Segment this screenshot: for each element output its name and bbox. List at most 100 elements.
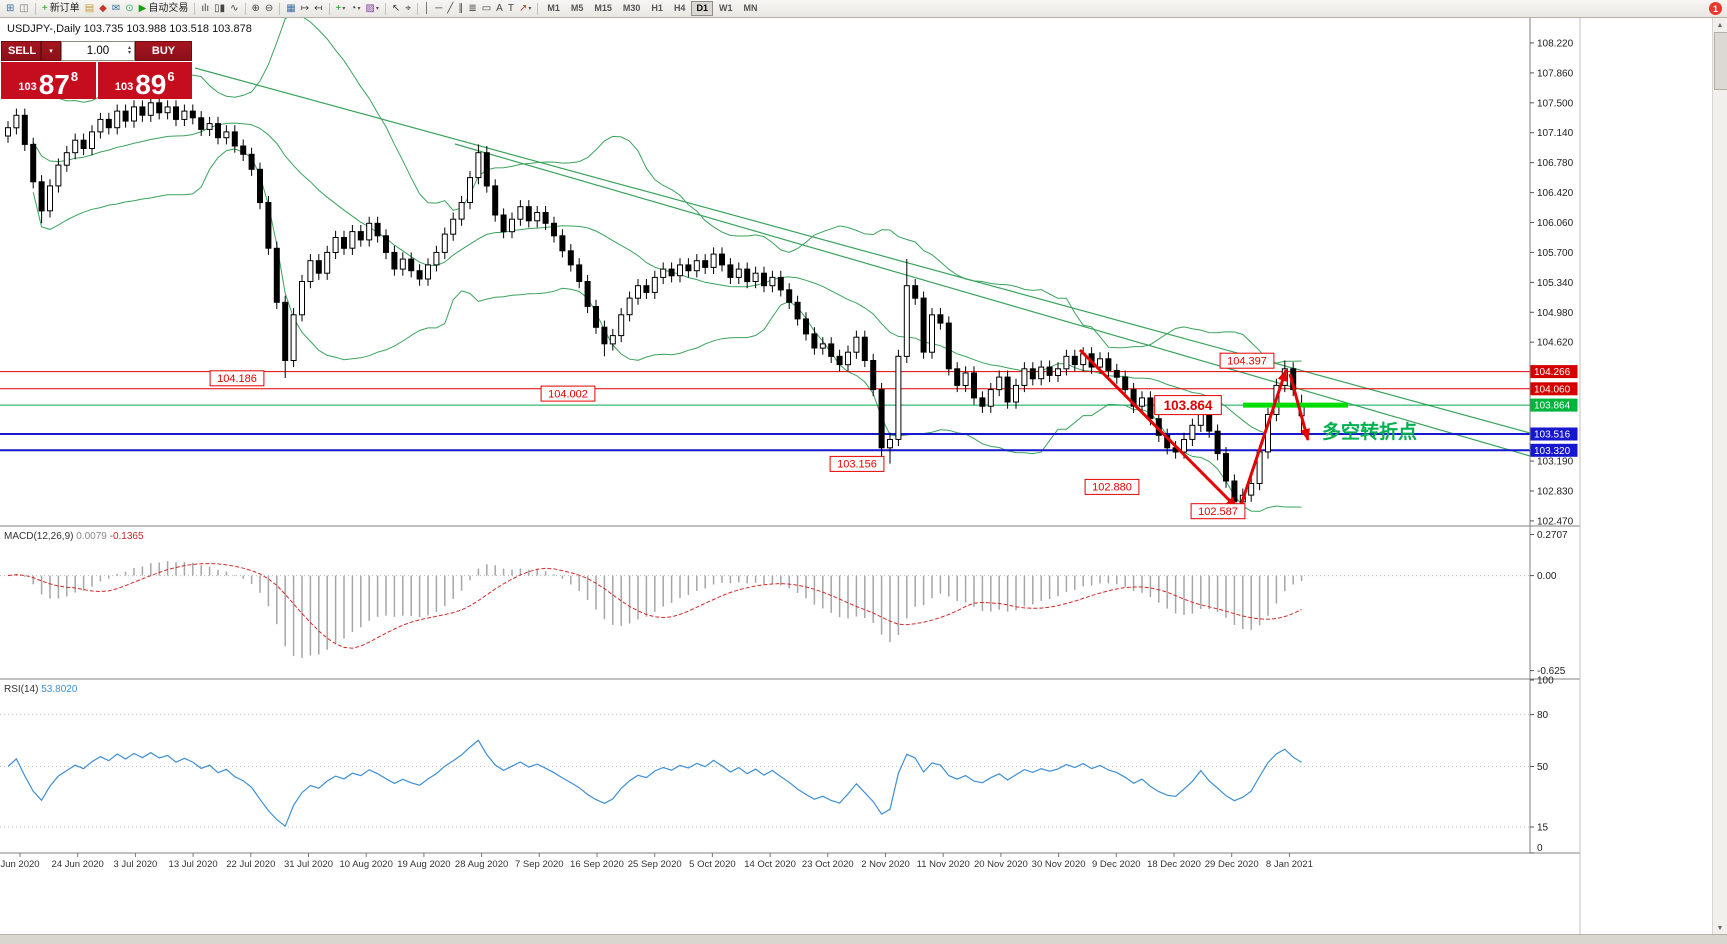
crosshair-button[interactable]: ⌖ [403,1,413,16]
mailbox-button[interactable]: ✉ [110,1,122,16]
scrollbar-thumb[interactable] [1714,32,1727,90]
equidistant-channel-button[interactable]: ∥ [456,1,465,16]
volume-increase-button[interactable]: ▴ [127,45,131,51]
trendlines[interactable] [194,67,1531,457]
templates-icon: ▨ [365,2,375,14]
rsi-panel: RSI(14) 53.8020 100 80 50 15 0 [0,676,1554,854]
volume-decrease-button[interactable]: ▾ [127,50,131,56]
line-chart-button[interactable]: ∿ [228,1,240,16]
trend-arrows[interactable] [1078,348,1310,510]
new-chart-icon: ⊞ [6,2,15,14]
templates-button[interactable]: ▨ ▾ [363,1,380,16]
profiles-button[interactable]: ◫ [17,1,30,16]
text-button[interactable]: A [494,1,505,16]
svg-text:50: 50 [1537,762,1549,773]
buy-button[interactable]: BUY [135,41,192,61]
svg-text:3 Jul 2020: 3 Jul 2020 [113,859,157,870]
toolbar-separator [537,2,539,15]
text-label-icon: T [507,2,514,14]
vertical-scrollbar[interactable]: ▲ ▼ [1712,18,1727,935]
timeframe-h1-button[interactable]: H1 [646,1,668,16]
svg-text:13 Jul 2020: 13 Jul 2020 [169,859,218,870]
new-order-label: 新订单 [49,2,80,14]
sell-button[interactable]: SELL [1,41,41,61]
toolbar-separator [384,2,386,15]
new-chart-button[interactable]: ⊞ [4,1,16,16]
fibonacci-button[interactable]: ≣ [466,1,478,16]
zoom-out-button[interactable]: ⊖ [263,1,275,16]
svg-text:22 Jul 2020: 22 Jul 2020 [226,859,275,870]
sell-price-prefix: 103 [18,81,37,93]
scroll-up-button[interactable]: ▲ [1716,21,1724,29]
indicators-button[interactable]: + ▾ [334,1,348,16]
timeframe-w1-button[interactable]: W1 [714,1,738,16]
bar-chart-button[interactable]: ılı [199,1,211,16]
chart-shift-icon: ↤ [314,2,323,14]
sell-price-display[interactable]: 103 87 8 [1,62,96,99]
usdjpy-daily-chart[interactable]: 104.186 104.002 103.864 103.156 102.880 102.5… [0,18,1727,944]
volume-field[interactable]: 1.00 ▴ ▾ [61,41,135,61]
svg-text:15: 15 [1537,823,1549,834]
date-axis: Jun 2020 24 Jun 2020 3 Jul 2020 13 Jul 2020… [0,853,1313,870]
candlestick-chart-icon: ▯▮ [214,2,226,14]
svg-text:19 Aug 2020: 19 Aug 2020 [397,859,450,870]
notifications-badge[interactable]: 1 [1709,2,1722,15]
auto-scroll-button[interactable]: ↦ [299,1,311,16]
funds-button[interactable]: ▤ [83,1,96,16]
periods-button[interactable]: ◔ ▾ [348,1,362,16]
svg-text:102.470: 102.470 [1537,516,1574,527]
line-chart-icon: ∿ [230,2,239,14]
order-options-dropdown[interactable]: ▾ [41,41,61,61]
timeframe-d1-button[interactable]: D1 [691,1,713,16]
svg-text:23 Oct 2020: 23 Oct 2020 [802,859,854,870]
horizontal-line-icon: ─ [435,2,443,14]
svg-text:20 Nov 2020: 20 Nov 2020 [974,859,1028,870]
svg-text:102.587: 102.587 [1198,506,1238,518]
svg-text:MACD(12,26,9) 0.0079 -0.1365: MACD(12,26,9) 0.0079 -0.1365 [4,531,144,542]
trendline-icon: ╱ [447,2,454,14]
toolbar-separator [279,2,281,15]
shapes-button[interactable]: ▭ [480,1,493,16]
horizontal-line-button[interactable]: ─ [433,1,444,16]
timeframe-m30-button[interactable]: M30 [618,1,646,16]
arrows-tool-button[interactable]: ↗ ▾ [517,1,533,16]
volume-value: 1.00 [86,45,110,57]
zoom-in-icon: ⊕ [251,2,260,14]
buy-price-display[interactable]: 103 89 6 [97,62,192,99]
price-annotations[interactable]: 104.186 104.002 103.864 103.156 102.880 102.5… [209,352,1417,520]
sell-price-big-digits: 87 [38,69,70,100]
market-button[interactable]: ⊙ [123,1,135,16]
trendline-button[interactable]: ╱ [445,1,455,16]
toolbar-separator [244,2,246,15]
price-axis: 108.220 107.860 107.500 107.140 106.780 106.4… [1529,18,1578,853]
candlestick-chart-button[interactable]: ▯▮ [212,1,227,16]
vertical-line-button[interactable]: │ [422,1,432,16]
svg-text:106.420: 106.420 [1537,188,1574,199]
horizontal-levels[interactable] [0,371,1530,452]
buy-price-pip-digit: 6 [167,69,175,84]
tile-windows-button[interactable]: ▦ [284,1,297,16]
new-order-button[interactable]: + 新订单 [40,1,82,16]
timeframe-mn-button[interactable]: MN [738,1,762,16]
svg-text:102.830: 102.830 [1537,487,1574,498]
svg-text:25 Sep 2020: 25 Sep 2020 [628,859,682,870]
svg-text:RSI(14) 53.8020: RSI(14) 53.8020 [4,684,78,695]
text-icon: A [496,2,503,14]
text-label-button[interactable]: T [506,1,516,16]
dropdown-caret-icon: ▾ [528,5,532,12]
cursor-button[interactable]: ↖ [390,1,402,16]
timeframe-m1-button[interactable]: M1 [542,1,565,16]
timeframe-m15-button[interactable]: M15 [589,1,617,16]
chart-shift-button[interactable]: ↤ [312,1,324,16]
zoom-in-button[interactable]: ⊕ [250,1,262,16]
arrows-tool-icon: ↗ [518,2,528,14]
autotrading-button[interactable]: ▶ 自动交易 [137,1,191,16]
svg-text:-0.625: -0.625 [1537,666,1566,677]
svg-text:105.340: 105.340 [1537,278,1574,289]
bollinger-bands [32,18,1302,512]
alerts-button[interactable]: ◆ [97,1,109,16]
timeframe-h4-button[interactable]: H4 [669,1,691,16]
scroll-down-button[interactable]: ▼ [1716,924,1724,932]
macd-panel: MACD(12,26,9) 0.0079 -0.1365 0.2707 0.00 -0… [0,530,1568,677]
timeframe-m5-button[interactable]: M5 [566,1,589,16]
